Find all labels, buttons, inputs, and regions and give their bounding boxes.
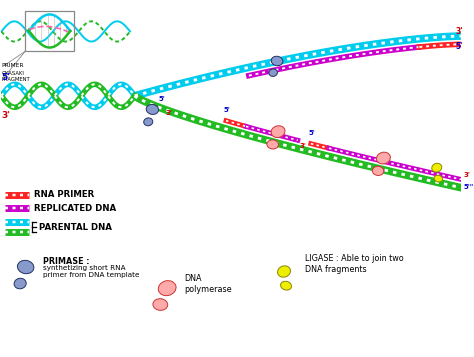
Ellipse shape (144, 118, 153, 126)
Ellipse shape (271, 56, 283, 66)
Text: 3': 3' (166, 110, 173, 116)
Text: 3': 3' (300, 143, 307, 149)
Text: 3': 3' (463, 172, 470, 178)
Ellipse shape (269, 69, 277, 76)
Ellipse shape (146, 105, 159, 115)
Ellipse shape (153, 299, 168, 310)
Text: 5': 5' (159, 96, 165, 102)
Text: RNA PRIMER: RNA PRIMER (35, 190, 95, 199)
Text: 3': 3' (456, 27, 463, 36)
Ellipse shape (158, 281, 176, 296)
Ellipse shape (281, 281, 292, 290)
Ellipse shape (267, 140, 278, 149)
Bar (25, 11, 73, 51)
Ellipse shape (271, 126, 285, 137)
Text: 3': 3' (1, 111, 10, 120)
Text: 5': 5' (224, 107, 230, 114)
Text: PRIMASE :: PRIMASE : (43, 257, 89, 266)
Text: LIGASE : Able to join two
DNA fragments: LIGASE : Able to join two DNA fragments (305, 254, 403, 274)
Text: PRIMER: PRIMER (1, 63, 24, 68)
Text: 5': 5' (309, 130, 315, 136)
Text: 5'": 5'" (463, 183, 474, 190)
Text: PARENTAL DNA: PARENTAL DNA (39, 223, 112, 232)
Ellipse shape (376, 152, 391, 164)
Text: REPLICATED DNA: REPLICATED DNA (35, 204, 117, 213)
Text: synthetizing short RNA
primer from DNA template: synthetizing short RNA primer from DNA t… (43, 265, 139, 278)
Ellipse shape (278, 266, 291, 277)
Ellipse shape (434, 175, 443, 182)
Text: OKASAKI
FRAGMENT: OKASAKI FRAGMENT (1, 71, 30, 82)
Text: 5': 5' (456, 42, 463, 51)
Ellipse shape (372, 166, 384, 175)
Text: 5': 5' (1, 73, 10, 82)
Text: DNA
polymerase: DNA polymerase (184, 274, 232, 294)
Ellipse shape (432, 163, 442, 172)
Ellipse shape (14, 278, 26, 289)
Ellipse shape (18, 260, 34, 274)
